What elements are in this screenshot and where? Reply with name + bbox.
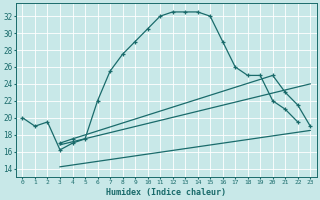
X-axis label: Humidex (Indice chaleur): Humidex (Indice chaleur) [106,188,226,197]
